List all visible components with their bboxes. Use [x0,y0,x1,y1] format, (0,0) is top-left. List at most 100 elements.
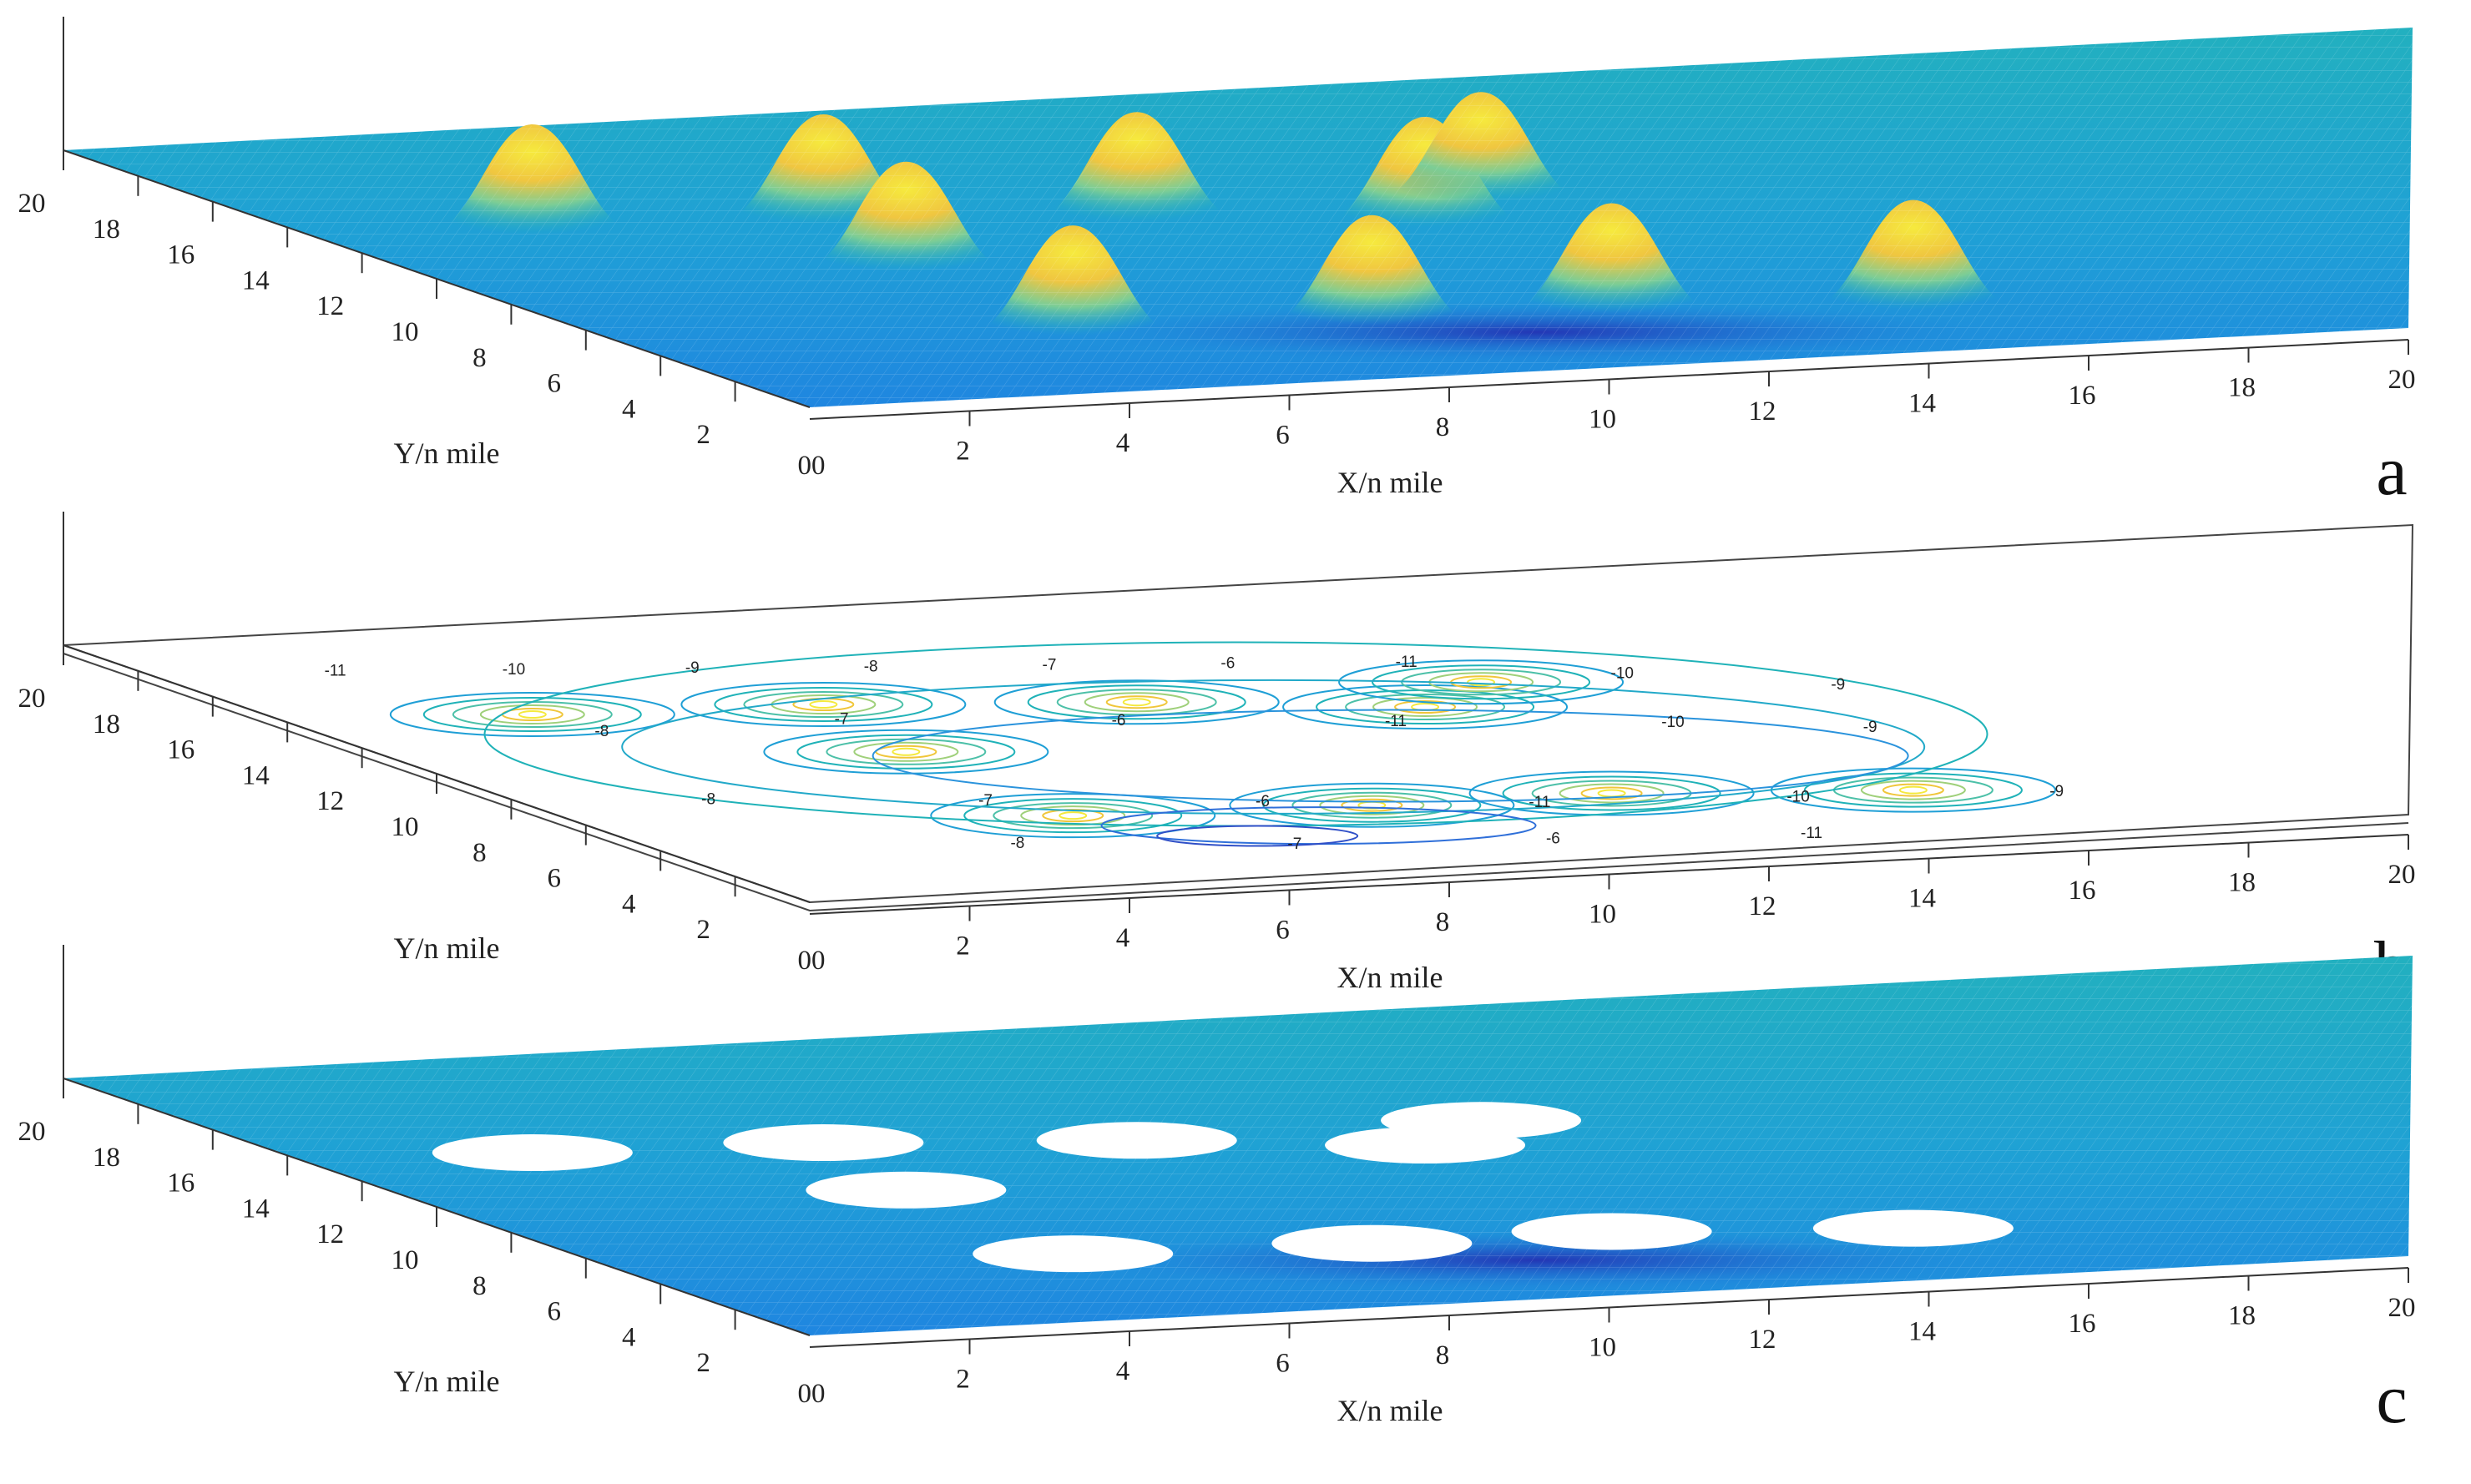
panel-b-contour-line [809,700,838,709]
panel-b-contour-label: -6 [1256,793,1270,810]
panel-b-contour-line [1056,689,1217,716]
panel-b-contour-label: -6 [1220,655,1235,673]
panel-a-x-tick-label: 10 [1589,405,1616,435]
panel-b-x-tick-label: 12 [1749,891,1776,921]
panel-b-x-tick-label: 2 [956,931,970,962]
panel-c-y-tick-label: 20 [18,1117,46,1147]
panel-a-x-tick-label: 12 [1749,396,1776,427]
panel-b-contour-label: -7 [835,711,849,729]
panel-b-contour-label: -8 [1010,835,1024,852]
panel-b-x-tick-label: 10 [1589,900,1616,930]
panel-a-y-tick-label: 14 [242,265,270,295]
panel-b-contour-label: -9 [1831,676,1845,694]
panel-a-panel-letter: a [2376,432,2407,510]
panel-a-x-tick-label: 8 [1436,412,1450,442]
panel-b-x-tick-label: 8 [1436,907,1450,937]
panel-b-contour-line [1860,780,1966,800]
panel-b-contour-line [1559,783,1665,804]
panel-c-y-axis-label: Y/n mile [394,1365,500,1398]
panel-a-x-tick-label: 20 [2388,365,2416,395]
panel-a-y-tick-label: 6 [548,369,562,399]
panel-b-contour-label: -7 [1287,835,1301,853]
panel-a-x-tick-label: 2 [956,437,970,467]
panel-b-contour-line [1372,664,1591,700]
panel-b-contour-line [763,729,1049,775]
panel-b-contour-label: -8 [594,723,609,740]
panel-b-contour-line [1020,805,1126,826]
panel-a-y-tick-label: 10 [392,317,419,347]
panel-b-contour-label: -8 [701,791,715,809]
panel-b-contour-line [963,798,1183,834]
panel-b-y-tick-label: 10 [392,812,419,842]
panel-b-x-tick-label: 16 [2069,876,2096,906]
panel-b-contour-line [1341,798,1403,812]
panel-b-contour-line [930,793,1216,839]
panel-b-contour-label: -9 [1863,719,1877,736]
panel-b-y-axis-label: Y/n mile [394,931,500,965]
panel-b-contour-label: -8 [864,658,878,675]
panel-b-y-tick-label: 14 [242,760,270,790]
panel-b-contour-line [1338,659,1625,705]
panel-a-y-tick-label: 16 [167,240,195,270]
panel-a-y-tick-label: 18 [93,215,120,245]
panel-c-y-tick-label: 10 [392,1245,419,1275]
panel-b-x-axis-label: X/n mile [1337,961,1443,994]
panel-c-x-tick-label: 10 [1589,1333,1616,1363]
panel-b-contour-line [1291,791,1453,819]
panel-c-y-tick-label: 14 [242,1194,270,1224]
panel-c-x-tick-label: 20 [2388,1293,2416,1323]
panel-b-y-tick-label: 8 [472,838,487,868]
panel-b-x-tick-label: 18 [2228,868,2256,898]
panel-b-contour-line [1105,695,1168,709]
panel-b-contour-label: -11 [1801,825,1822,842]
panel-a-y-tick-label: 8 [472,343,487,373]
panel-b-contour-line [853,741,959,762]
panel-c-y-tick-label: 2 [696,1348,710,1378]
panel-b-contour-line [422,697,642,733]
panel-b-contour-line [1229,782,1515,828]
panel-b-contour-line [743,691,904,719]
panel-b-contour-line [1502,775,1721,811]
panel-c-origin-tick-label: 00 [798,1379,826,1409]
panel-b-contour-line [518,710,547,719]
panel-b-contour-line [621,679,1926,815]
panel-c-y-tick-label: 18 [93,1143,120,1173]
panel-a-mesh-lines [63,28,2413,407]
panel-b-contour-label: -6 [1112,712,1126,729]
panel-c-x-tick-label: 14 [1908,1317,1936,1347]
panel-b-contour-label: -7 [1043,657,1057,674]
panel-b-y-tick-label: 6 [548,864,562,894]
panel-b-contour-label: -11 [1385,713,1407,730]
panel-b-contour-line [993,802,1154,830]
panel-a-y-tick-label: 2 [696,420,710,450]
panel-b-contour-line [479,704,585,725]
panel-b-contour-label: -10 [1661,714,1684,731]
panel-a-x-axis-label: X/n mile [1337,466,1443,499]
panel-b-contour-line [1027,684,1246,720]
panel-c-y-tick-label: 4 [622,1322,636,1352]
panel-b-axes: 2 4 6 8 10 12 14 16 18 20 2 4 6 8 10 12 14 16 18 20 00 X/n mi… [18,512,2416,1005]
panel-b-contour-line [680,682,967,728]
panel-b-contour-line [796,734,1016,770]
panel-b-contour-line [872,709,1909,803]
panel-b-contour-label: -7 [978,792,993,810]
panel-b-contour-line [1882,783,1944,797]
panel-b-contour-label: -10 [1786,789,1809,806]
panel-b-contour-line [1059,811,1088,820]
panel-a-x-tick-label: 18 [2228,373,2256,403]
panel-b-y-tick-label: 12 [316,786,344,816]
panel-c-x-tick-label: 8 [1436,1340,1450,1370]
panel-b-x-tick-label: 4 [1116,923,1130,953]
panel-a-x-tick-label: 6 [1276,421,1290,451]
panel-b-x-tick-label: 20 [2388,860,2416,890]
panel-b-contour-label: -11 [1396,654,1417,671]
panel-b-contour-label: -10 [1611,665,1634,683]
panel-b-contour-line [1345,694,1506,721]
panel-c-x-tick-label: 6 [1276,1349,1290,1379]
panel-a-x-tick-label: 4 [1116,428,1130,458]
panel-a-origin-tick-label: 00 [798,451,826,481]
panel-c-y-tick-label: 6 [548,1297,562,1327]
panel-b-x-tick-label: 6 [1276,916,1290,946]
panel-b-contour-line [389,692,675,738]
